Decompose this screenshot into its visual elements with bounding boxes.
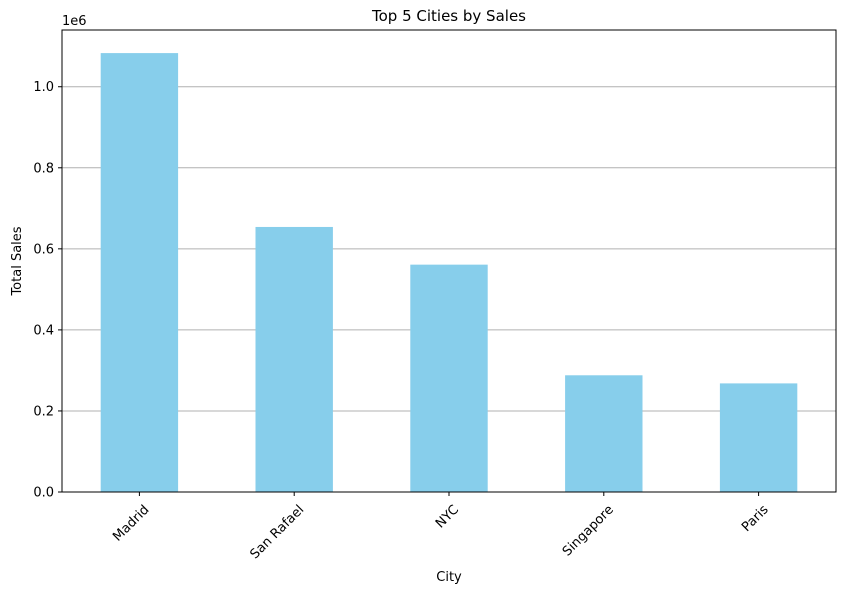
x-tick-label: NYC [433,502,462,531]
y-axis-scale-label: 1e6 [62,14,87,29]
chart-title: Top 5 Cities by Sales [371,7,526,25]
bar-paris [719,383,798,492]
bar-san-rafael [255,226,333,493]
bar-madrid [100,53,179,492]
bars [100,53,798,493]
y-tick-label: 0.2 [33,404,54,419]
x-tick-label: Paris [739,502,772,535]
x-axis-ticks: Madrid San Rafael NYC Singapore Paris [110,492,772,562]
bar-singapore [565,375,643,492]
grid-lines [62,86,836,412]
y-tick-label: 0.4 [33,323,54,338]
y-tick-label: 0.6 [33,242,54,257]
x-tick-label: Singapore [560,502,617,559]
x-tick-label: Madrid [110,502,152,544]
y-axis-ticks: 0.0 0.2 0.4 0.6 0.8 1.0 [33,80,62,501]
bar-nyc [410,264,488,492]
x-axis-label: City [436,570,462,585]
y-tick-label: 1.0 [33,80,54,95]
x-tick-label: San Rafael [248,502,308,562]
y-axis-label: Total Sales [10,226,25,296]
y-tick-label: 0.0 [33,486,54,501]
y-tick-label: 0.8 [33,161,54,176]
